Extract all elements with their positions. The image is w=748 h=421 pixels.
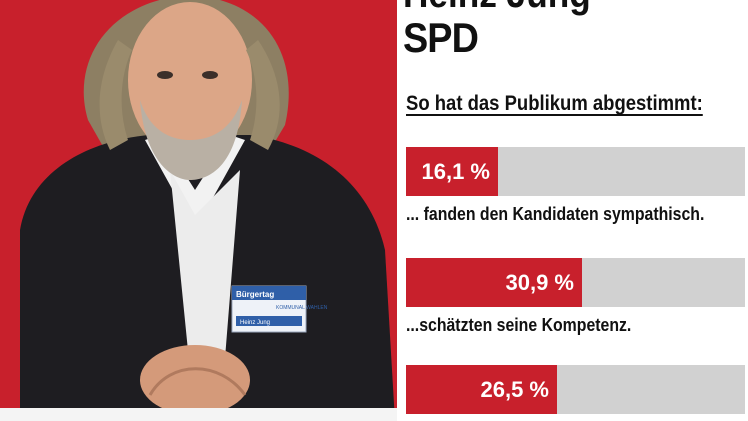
party-name: SPD	[403, 14, 479, 61]
bar-value-sympathy: 16,1 %	[421, 159, 491, 184]
bar-caption-competence: ...schätzten seine Kompetenz.	[406, 315, 632, 335]
bar-track-competence: 30,9 %	[406, 258, 745, 307]
bar-track-sympathy: 16,1 %	[406, 147, 745, 196]
candidate-portrait-illustration: Bürgertag KOMMUNAL WAHLEN Heinz Jung	[0, 0, 397, 421]
bar-track-third: 26,5 %	[406, 365, 745, 414]
badge-name-text: Heinz Jung	[240, 320, 270, 326]
bar-caption-sympathy: ... fanden den Kandidaten sympathisch.	[406, 204, 705, 224]
bar-value-third: 26,5 %	[480, 377, 550, 402]
candidate-name: Heinz Jung	[403, 0, 591, 17]
badge-org-text: KOMMUNAL WAHLEN	[276, 305, 328, 311]
bar-value-competence: 30,9 %	[505, 270, 575, 295]
bar-third: 26,5 %	[406, 365, 557, 414]
name-badge: Bürgertag KOMMUNAL WAHLEN Heinz Jung	[231, 285, 328, 333]
chart-title: So hat das Publikum abgestimmt:	[406, 92, 703, 115]
bar-competence: 30,9 %	[406, 258, 582, 307]
bar-sympathy: 16,1 %	[406, 147, 498, 196]
badge-logo-text: Bürgertag	[236, 290, 274, 299]
candidate-photo: Bürgertag KOMMUNAL WAHLEN Heinz Jung	[0, 0, 397, 421]
results-panel: Heinz Jung SPD So hat das Publikum abges…	[397, 0, 748, 421]
